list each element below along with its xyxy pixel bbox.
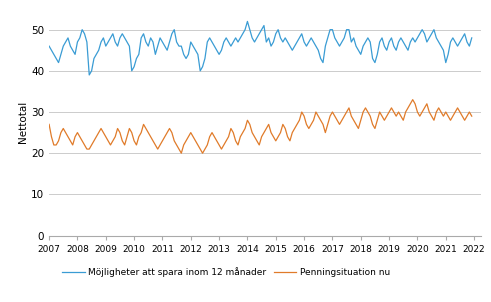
Penningsituation nu bbox=[178, 151, 184, 155]
Penningsituation nu bbox=[209, 131, 215, 134]
Penningsituation nu bbox=[46, 123, 52, 126]
Möjligheter att spara inom 12 månader bbox=[245, 20, 250, 23]
Line: Möjligheter att spara inom 12 månader: Möjligheter att spara inom 12 månader bbox=[49, 21, 472, 75]
Penningsituation nu bbox=[53, 143, 59, 147]
Möjligheter att spara inom 12 månader bbox=[98, 40, 104, 44]
Möjligheter att spara inom 12 månader bbox=[46, 44, 52, 48]
Penningsituation nu bbox=[134, 143, 139, 147]
Möjligheter att spara inom 12 månader bbox=[136, 53, 142, 56]
Möjligheter att spara inom 12 månader bbox=[426, 36, 432, 40]
Penningsituation nu bbox=[469, 114, 475, 118]
Möjligheter att spara inom 12 månader bbox=[86, 73, 92, 77]
Möjligheter att spara inom 12 månader bbox=[460, 36, 465, 40]
Penningsituation nu bbox=[410, 98, 416, 101]
Möjligheter att spara inom 12 månader bbox=[53, 57, 59, 60]
Line: Penningsituation nu: Penningsituation nu bbox=[49, 100, 472, 153]
Möjligheter att spara inom 12 månader bbox=[209, 40, 215, 44]
Penningsituation nu bbox=[96, 131, 102, 134]
Legend: Möjligheter att spara inom 12 månader, Penningsituation nu: Möjligheter att spara inom 12 månader, P… bbox=[62, 267, 390, 277]
Y-axis label: Nettotal: Nettotal bbox=[18, 101, 28, 143]
Penningsituation nu bbox=[426, 110, 432, 114]
Möjligheter att spara inom 12 månader bbox=[469, 36, 475, 40]
Penningsituation nu bbox=[460, 114, 465, 118]
